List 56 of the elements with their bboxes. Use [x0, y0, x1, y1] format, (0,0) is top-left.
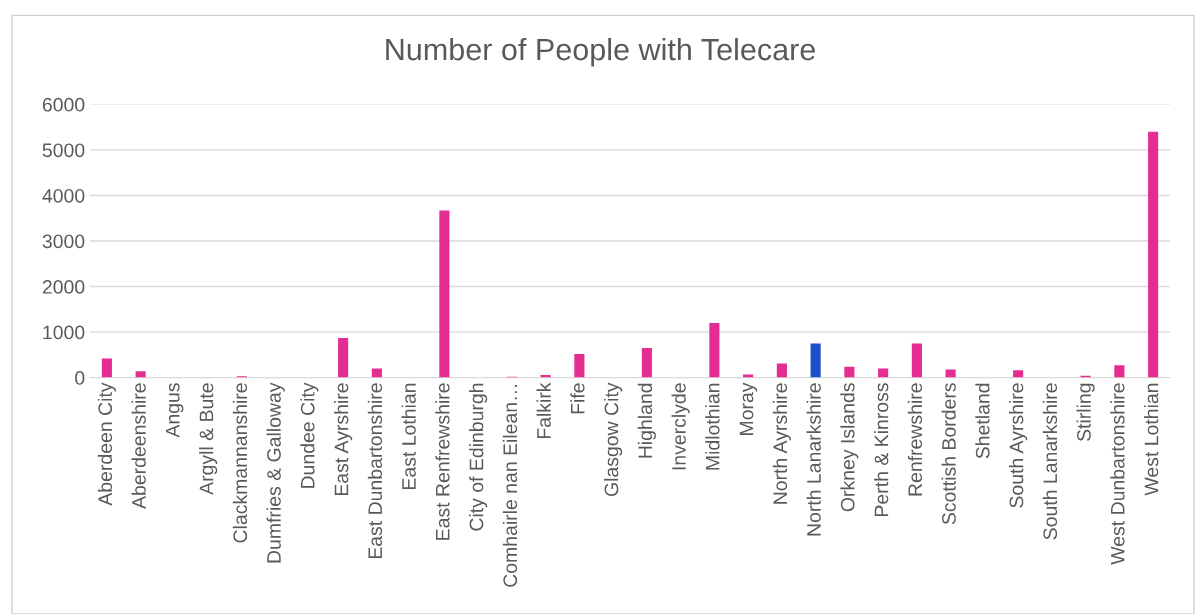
bar	[844, 366, 855, 378]
x-tick-label: East Dunbartonshire	[367, 383, 383, 559]
x-tick-label: Orkney Islands	[840, 383, 859, 512]
y-tick-label: 0	[75, 371, 85, 385]
x-tick-label: Scottish Borders	[941, 383, 956, 525]
x-tick-label: Shetland	[975, 383, 990, 459]
bar	[1013, 370, 1024, 378]
bar	[135, 371, 146, 378]
x-tick-label: North Lanarkshire	[806, 383, 821, 536]
bar	[101, 358, 112, 378]
x-tick-label: Inverclyde	[671, 383, 690, 470]
x-tick-label: South Lanarkshire	[1042, 383, 1058, 540]
x-tick-label: Aberdeenshire	[131, 383, 146, 509]
bar	[776, 363, 787, 378]
bar	[709, 322, 720, 378]
x-tick-label: Highland	[637, 383, 656, 458]
bar	[1148, 131, 1159, 378]
x-tick-label: North Ayrshire	[772, 383, 791, 504]
bar	[574, 353, 585, 378]
x-tick-label: East Renfrewshire	[435, 383, 450, 540]
x-tick-label: East Ayrshire	[334, 383, 353, 496]
x-tick-label: West Lothian	[1144, 383, 1159, 496]
x-tick-label: East Lothian	[401, 383, 416, 489]
x-tick-label: City of Edinburgh	[469, 383, 488, 531]
y-tick-label: 4000	[42, 188, 85, 203]
x-tick-label: Angus	[166, 383, 184, 438]
x-tick-label: Perth & Kinross	[874, 383, 889, 516]
y-tick-label: 3000	[42, 234, 85, 249]
bar	[810, 343, 821, 378]
x-tick-label: Aberdeen City	[97, 382, 116, 506]
bar	[338, 337, 349, 378]
x-tick-label: Fife	[570, 383, 585, 414]
x-tick-label: Falkirk	[536, 382, 551, 439]
y-tick-label: 5000	[42, 143, 85, 158]
x-tick-label: Renfrewshire	[907, 383, 923, 496]
bar	[1114, 365, 1125, 378]
x-tick-label: West Dunbartonshire	[1110, 383, 1125, 565]
bar	[439, 210, 450, 378]
x-tick-label: Dumfries & Galloway	[266, 382, 285, 563]
x-tick-label: Clackmannanshire	[232, 383, 248, 543]
x-tick-label: Comhairle nan Eilean…	[502, 385, 518, 587]
x-tick-label: Stirling	[1076, 383, 1095, 442]
x-tick-label: South Ayrshire	[1009, 383, 1028, 508]
x-tick-label: Midlothian	[705, 383, 720, 470]
y-tick-label: 2000	[42, 280, 85, 294]
y-tick-label: 1000	[43, 325, 85, 340]
bar	[911, 343, 922, 378]
x-tick-label: Glasgow City	[604, 382, 623, 497]
bar	[743, 374, 754, 378]
x-tick-label: Dundee City	[300, 382, 319, 488]
y-tick-label: 6000	[42, 97, 85, 112]
chart-title: Number of People with Telecare	[386, 37, 815, 67]
bar	[641, 348, 652, 378]
bar	[945, 369, 956, 378]
x-tick-label: Argyll & Bute	[199, 383, 218, 495]
x-tick-label: Moray	[739, 382, 758, 435]
